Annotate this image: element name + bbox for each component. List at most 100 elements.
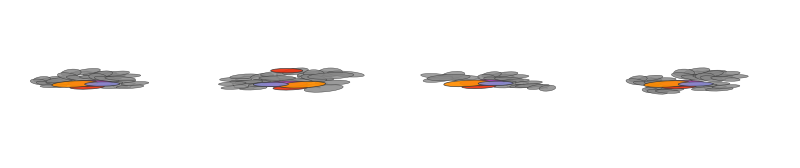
Ellipse shape [423, 77, 454, 82]
Ellipse shape [297, 75, 334, 81]
Ellipse shape [660, 80, 704, 86]
Ellipse shape [655, 90, 680, 93]
Ellipse shape [102, 71, 130, 76]
Ellipse shape [678, 82, 714, 86]
Ellipse shape [100, 85, 128, 89]
Ellipse shape [629, 76, 647, 82]
Ellipse shape [259, 76, 296, 80]
Ellipse shape [230, 74, 259, 79]
Ellipse shape [52, 81, 98, 87]
Ellipse shape [303, 70, 324, 77]
Ellipse shape [42, 76, 65, 81]
Ellipse shape [270, 69, 302, 73]
Ellipse shape [83, 72, 117, 76]
Ellipse shape [221, 86, 249, 89]
Ellipse shape [492, 72, 518, 77]
Ellipse shape [66, 76, 96, 81]
Ellipse shape [710, 76, 740, 81]
Ellipse shape [489, 81, 516, 85]
Ellipse shape [279, 81, 326, 88]
Ellipse shape [527, 84, 550, 89]
Ellipse shape [498, 75, 529, 78]
Ellipse shape [647, 90, 667, 94]
Ellipse shape [218, 82, 246, 86]
Ellipse shape [34, 77, 50, 82]
Ellipse shape [74, 69, 100, 75]
Ellipse shape [93, 71, 113, 77]
Ellipse shape [282, 68, 308, 75]
Ellipse shape [315, 80, 350, 85]
Ellipse shape [647, 78, 676, 82]
Ellipse shape [250, 73, 274, 79]
Ellipse shape [634, 81, 659, 86]
Ellipse shape [462, 84, 496, 89]
Ellipse shape [494, 84, 522, 88]
Ellipse shape [36, 81, 58, 86]
Ellipse shape [482, 72, 502, 78]
Ellipse shape [49, 79, 76, 82]
Ellipse shape [514, 81, 542, 85]
Ellipse shape [626, 79, 646, 85]
Ellipse shape [108, 80, 136, 83]
Ellipse shape [644, 81, 690, 87]
Ellipse shape [79, 75, 114, 79]
Ellipse shape [444, 80, 490, 87]
Ellipse shape [220, 78, 252, 82]
Ellipse shape [539, 85, 556, 91]
Ellipse shape [478, 74, 496, 81]
Ellipse shape [262, 81, 307, 87]
Ellipse shape [671, 73, 697, 79]
Ellipse shape [95, 81, 122, 85]
Ellipse shape [478, 81, 514, 86]
Ellipse shape [261, 71, 294, 76]
Ellipse shape [646, 86, 662, 91]
Ellipse shape [442, 71, 465, 78]
Ellipse shape [484, 77, 507, 82]
Ellipse shape [40, 84, 67, 88]
Ellipse shape [694, 70, 726, 75]
Ellipse shape [62, 69, 81, 76]
Ellipse shape [308, 73, 354, 79]
Ellipse shape [116, 85, 144, 89]
Ellipse shape [510, 84, 538, 88]
Ellipse shape [427, 74, 470, 81]
Ellipse shape [304, 85, 343, 92]
Ellipse shape [70, 85, 104, 89]
Ellipse shape [297, 71, 334, 77]
Ellipse shape [712, 85, 740, 88]
Ellipse shape [46, 77, 74, 83]
Ellipse shape [273, 85, 307, 90]
Ellipse shape [716, 74, 748, 78]
Ellipse shape [122, 81, 149, 85]
Ellipse shape [328, 71, 364, 77]
Ellipse shape [250, 80, 274, 86]
Ellipse shape [681, 75, 714, 80]
Ellipse shape [58, 73, 79, 80]
Ellipse shape [460, 80, 504, 86]
Ellipse shape [515, 84, 543, 88]
Ellipse shape [230, 80, 259, 85]
Ellipse shape [706, 87, 733, 91]
Ellipse shape [248, 83, 276, 87]
Ellipse shape [254, 82, 289, 87]
Ellipse shape [690, 84, 717, 88]
Ellipse shape [710, 71, 740, 76]
Ellipse shape [68, 80, 112, 86]
Ellipse shape [674, 69, 694, 77]
Ellipse shape [46, 81, 73, 85]
Ellipse shape [239, 86, 267, 90]
Ellipse shape [94, 76, 119, 82]
Ellipse shape [85, 82, 120, 86]
Ellipse shape [654, 86, 675, 90]
Ellipse shape [700, 71, 723, 77]
Ellipse shape [642, 88, 658, 93]
Ellipse shape [30, 79, 47, 85]
Ellipse shape [702, 82, 730, 86]
Ellipse shape [693, 74, 728, 78]
Ellipse shape [639, 75, 663, 81]
Ellipse shape [445, 75, 480, 80]
Ellipse shape [685, 68, 710, 75]
Ellipse shape [235, 80, 262, 84]
Ellipse shape [109, 74, 141, 78]
Ellipse shape [502, 79, 530, 83]
